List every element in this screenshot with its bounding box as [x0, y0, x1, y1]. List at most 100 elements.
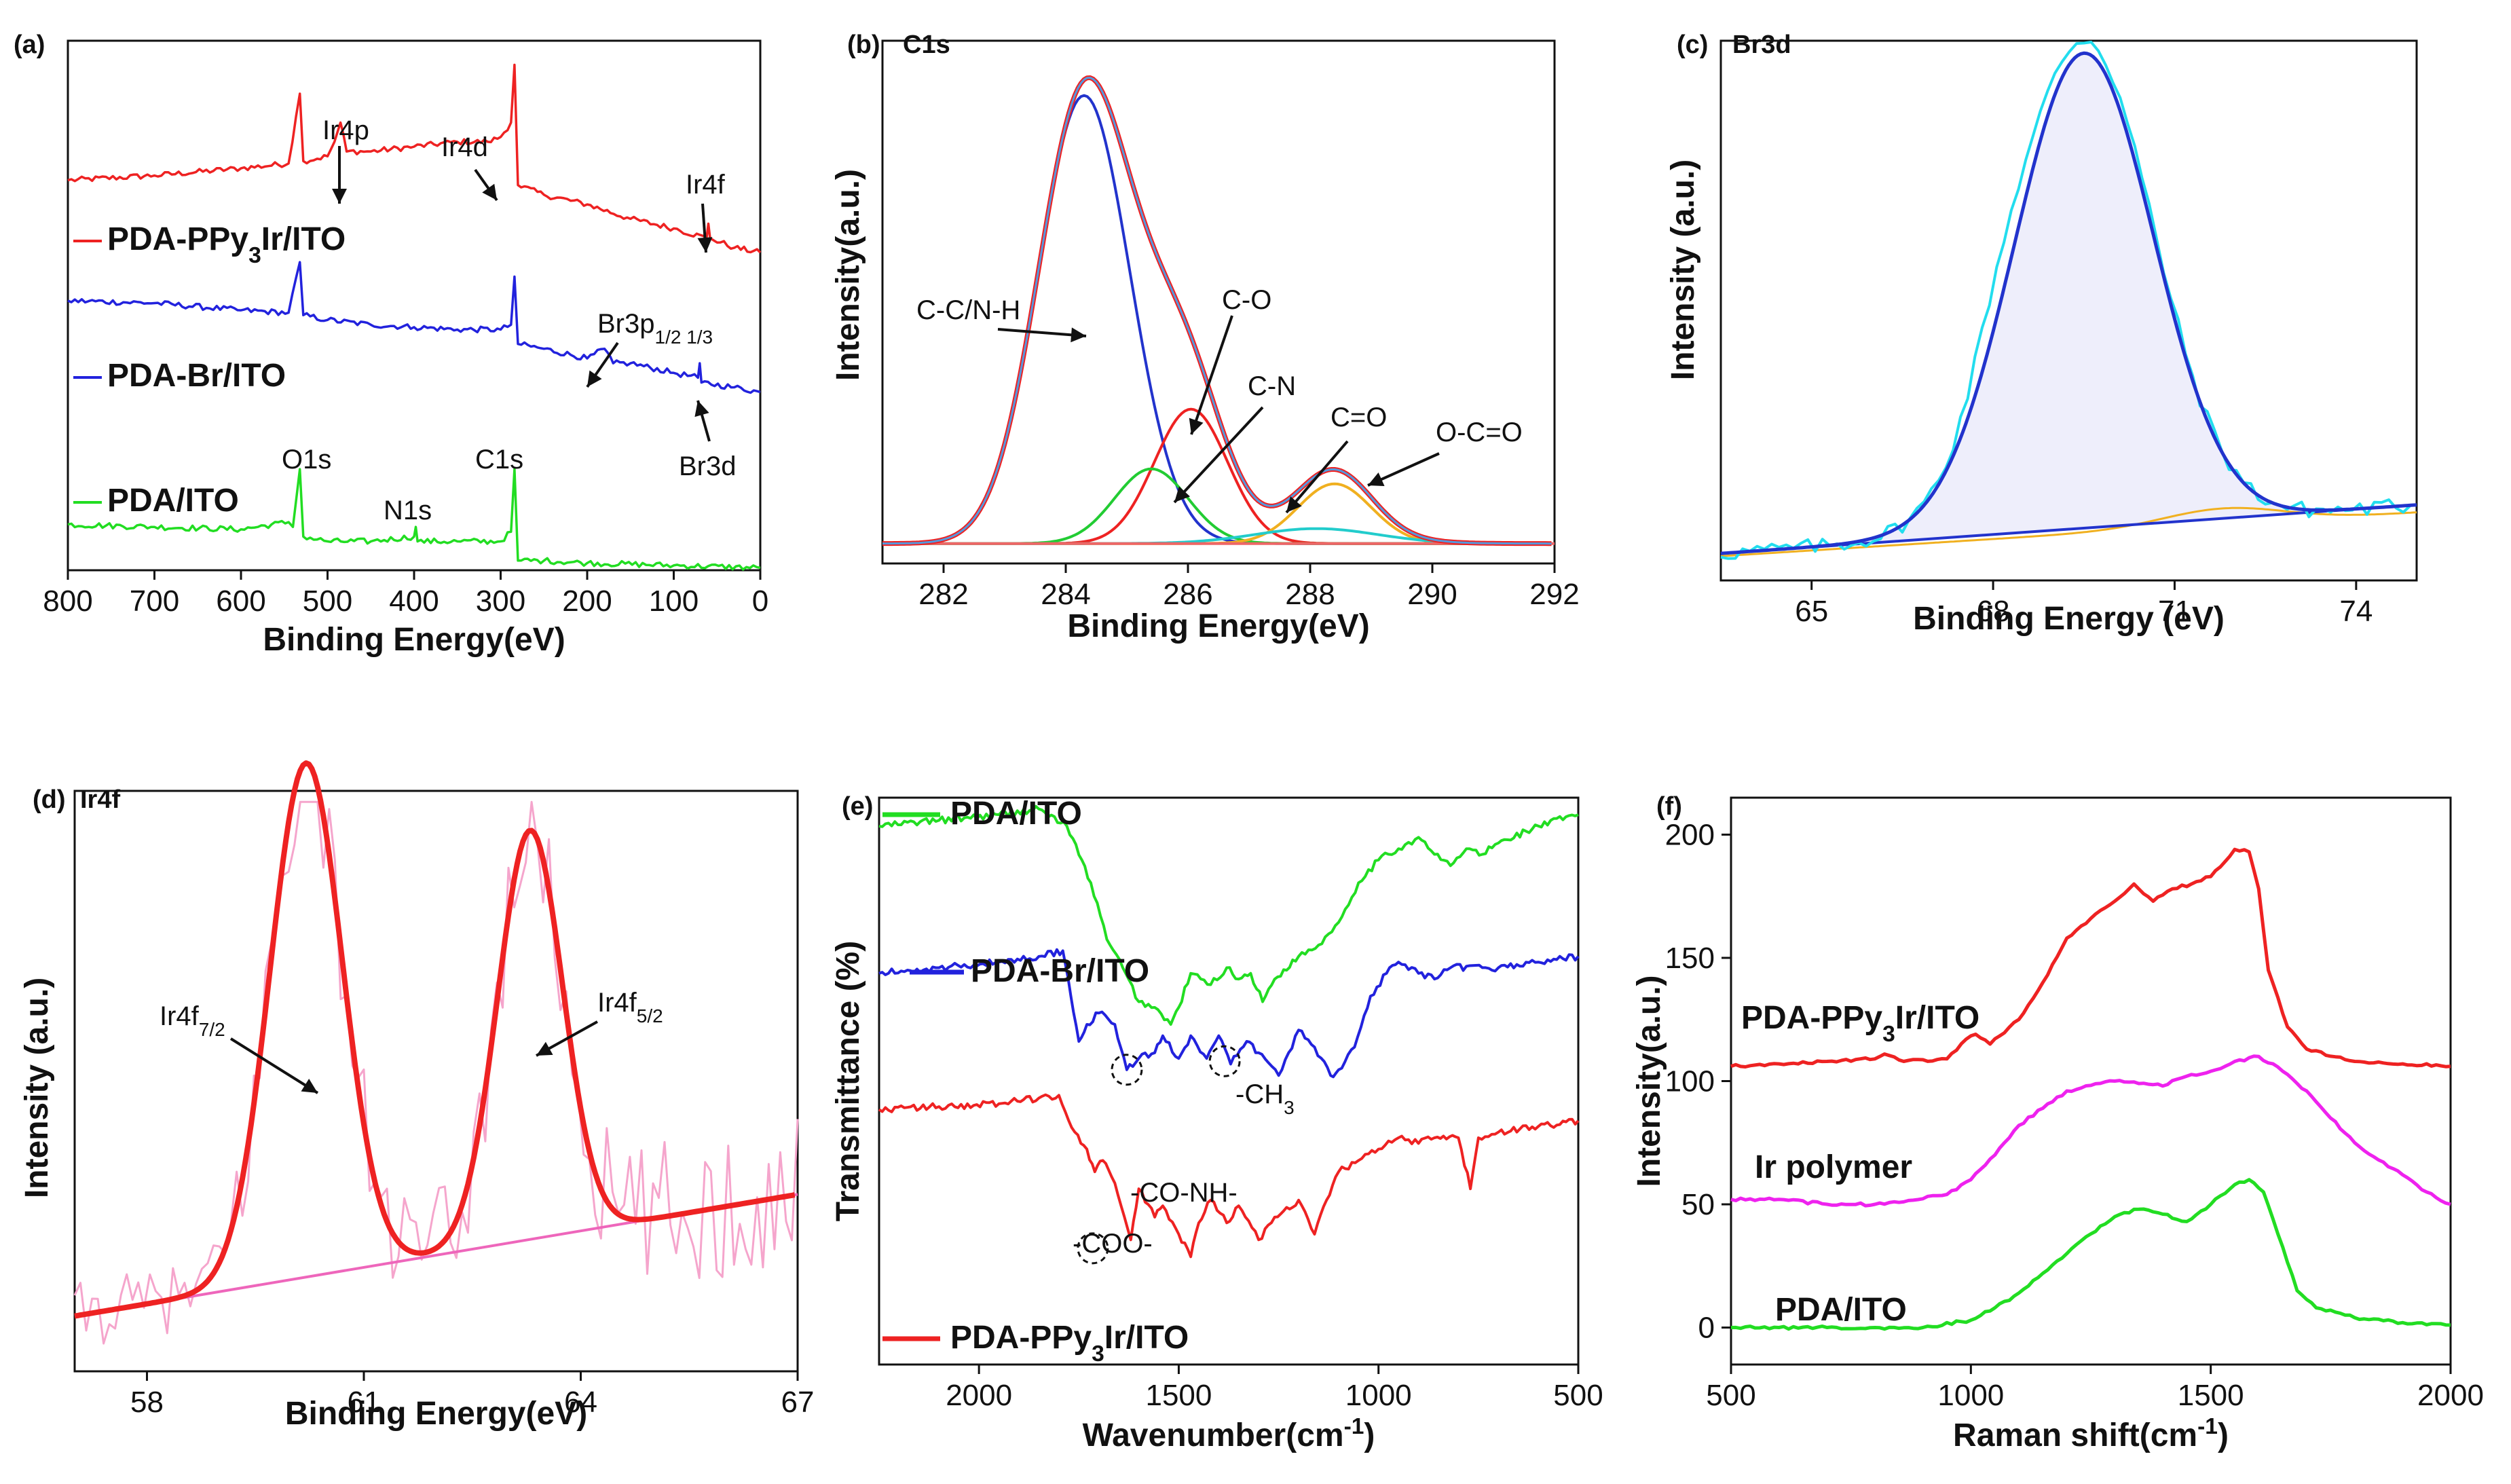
annotation-br3p-part: Br3p [597, 309, 655, 339]
annotation-o1s: O1s [282, 445, 331, 475]
arrow-ir4f52-head [536, 1041, 553, 1056]
x-axis-label-part: ) [1364, 1417, 1375, 1453]
x-tick-label: 67 [781, 1386, 815, 1419]
annotation-ch3-part: 3 [1284, 1097, 1295, 1118]
annotation-c1s: C1s [475, 445, 523, 475]
annotation-br3p: Br3p1/2 1/3 [597, 309, 713, 348]
arrow-c-o-double [1285, 440, 1349, 514]
marker-circle-coo [1077, 1232, 1109, 1265]
y-axis-label: Intensity (a.u.) [1665, 160, 1701, 380]
annotation-o-c-o: O-C=O [1436, 418, 1523, 447]
panel-title-d: Ir4f [80, 785, 120, 814]
panel-title-c: Br3d [1732, 31, 1791, 59]
annotation-ir4d: Ir4d [441, 132, 488, 162]
x-tick-label: 286 [1163, 578, 1212, 611]
panel-c: 65 68 71 74 (c) Br3d Binding Energy (eV) Intens… [1665, 31, 2418, 637]
x-tick-label: 1500 [2178, 1379, 2244, 1412]
annotation-ir4f72-part: Ir4f [160, 1001, 200, 1031]
series-line-1 [878, 948, 1580, 1079]
y-tick-label: 200 [1665, 818, 1715, 851]
fit-line [74, 760, 796, 1319]
series-line-2 [67, 468, 761, 571]
series-line-2 [878, 1093, 1580, 1259]
annotation-ir4f72-part: 7/2 [199, 1019, 225, 1040]
legend-label-pda-ppy3ir-part: 3 [248, 243, 261, 268]
annotation-ir4f72: Ir4f7/2 [160, 1001, 225, 1040]
x-tick-label: 292 [1529, 578, 1579, 611]
y-tick-label: 150 [1665, 942, 1715, 975]
series-label-ir-polymer: Ir polymer [1755, 1149, 1912, 1185]
arrow-cc-nh-head [1071, 327, 1086, 343]
annotation-ir4p: Ir4p [322, 115, 369, 145]
series-label-pda-ppy3ir-part: PDA-PPy [1741, 1000, 1882, 1036]
x-tick-label: 500 [1553, 1379, 1603, 1412]
arrow-cn [1173, 406, 1264, 504]
x-tick-label: 0 [752, 585, 768, 618]
panel-label-c: (c) [1677, 31, 1708, 59]
panel-label-b: (b) [847, 31, 880, 59]
x-tick-label: 61 [348, 1386, 381, 1419]
x-axis-label-part: Wavenumber(cm [1083, 1417, 1344, 1453]
annotation-conh: -CO-NH- [1130, 1178, 1238, 1208]
legend-label-pda-ppy3ir: PDA-PPy3Ir/ITO [107, 221, 346, 268]
panel-label-d: (d) [33, 785, 66, 814]
arrow-ir4d-head [482, 183, 497, 200]
arrow-co [1190, 315, 1233, 435]
plot-frame [1719, 39, 2418, 582]
x-axis-label-part: Raman shift(cm [1953, 1417, 2197, 1453]
series-label-pda-ppy3ir: PDA-PPy3Ir/ITO [1741, 1000, 1979, 1047]
panel-label-f: (f) [1656, 792, 1682, 821]
annotation-ir4f: Ir4f [686, 170, 726, 200]
series-label-pda-ppy3ir-part: Ir/ITO [1895, 1000, 1979, 1036]
plot-frame [73, 790, 799, 1373]
annotation-c-o-double: C=O [1331, 403, 1387, 432]
y-tick-label: 50 [1681, 1188, 1715, 1221]
legend-label-pda-br: PDA-Br/ITO [971, 953, 1149, 989]
y-tick-label: 100 [1665, 1065, 1715, 1098]
annotation-ir4f52-part: 5/2 [637, 1005, 663, 1026]
x-tick-label: 400 [389, 585, 439, 618]
x-tick-label: 65 [1795, 595, 1828, 628]
x-tick-label: 700 [130, 585, 179, 618]
arrow-co-head [1189, 418, 1204, 434]
x-tick-label: 282 [918, 578, 968, 611]
x-tick-label: 500 [303, 585, 352, 618]
legend-label-pda-ito: PDA/ITO [950, 796, 1082, 832]
x-tick-label: 284 [1041, 578, 1090, 611]
y-tick-label: 0 [1698, 1312, 1715, 1345]
panel-title-b: C1s [903, 31, 950, 59]
x-tick-label: 58 [130, 1386, 164, 1419]
legend-label-pda-ppy3ir-part: PDA-PPy [950, 1320, 1092, 1356]
annotation-cc-nh: C-C/N-H [916, 295, 1020, 325]
series-line-0 [878, 804, 1579, 1026]
panel-label-a: (a) [14, 31, 45, 59]
legend-label-pda-br: PDA-Br/ITO [107, 358, 286, 394]
legend-label-pda-ppy3ir-part: PDA-PPy [107, 221, 248, 257]
x-tick-label: 64 [564, 1386, 597, 1419]
series-line-2 [1730, 1178, 2451, 1331]
panel-label-e: (e) [842, 792, 873, 821]
raw-data-line [73, 800, 799, 1345]
arrow-cn-head [1174, 486, 1191, 502]
arrow-br3p-head [587, 370, 602, 387]
x-tick-label: 71 [2158, 595, 2191, 628]
x-axis-label: Binding Energy (eV) [1913, 601, 2225, 637]
x-axis-label-part: -1 [2197, 1414, 2218, 1439]
series-label-pda-ito: PDA/ITO [1775, 1292, 1907, 1328]
x-axis-label: Binding Energy(eV) [263, 622, 565, 658]
legend-label-pda-ito: PDA/ITO [107, 483, 239, 519]
x-axis-label: Raman shift(cm-1) [1953, 1414, 2229, 1454]
x-axis-label: Binding Energy(eV) [285, 1396, 587, 1432]
arrow-o-c-o-head [1368, 472, 1385, 487]
legend-label-pda-ppy3ir-part: 3 [1092, 1341, 1104, 1367]
panel-e: 2000 1500 1000 500 (e) PDA/ITO PDA-Br/ITO PDA-P… [830, 792, 1603, 1453]
plot-frame [878, 796, 1580, 1366]
x-tick-label: 1000 [1937, 1379, 2004, 1412]
legend-label-pda-ppy3ir-part: Ir/ITO [1104, 1320, 1189, 1356]
annotation-ch3: -CH3 [1235, 1079, 1295, 1118]
annotation-n1s: N1s [384, 496, 432, 525]
x-tick-label: 1000 [1345, 1379, 1412, 1412]
x-tick-label: 74 [2339, 595, 2373, 628]
series-line-0 [67, 63, 762, 254]
